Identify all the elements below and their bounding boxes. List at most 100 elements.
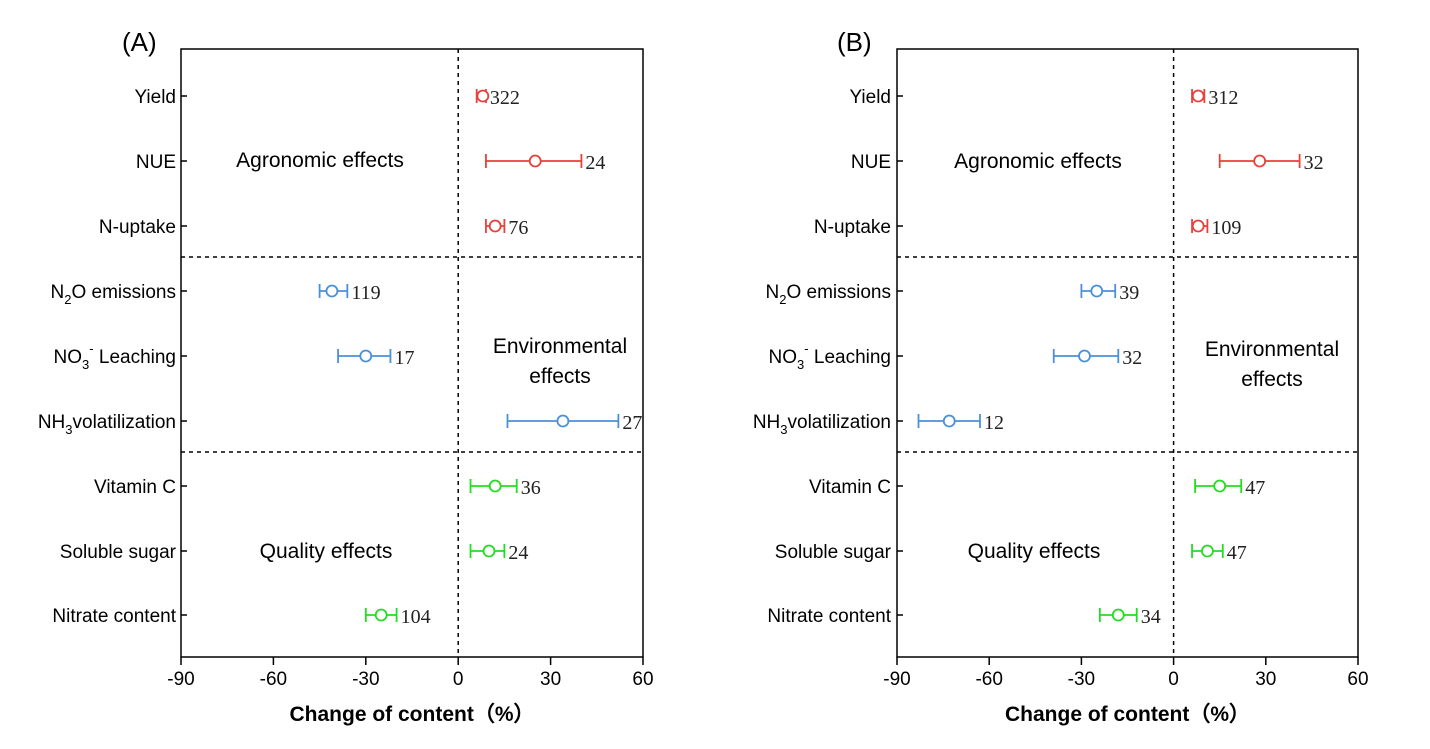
row-label: Yield: [134, 87, 176, 108]
row-label-main: NO: [769, 347, 798, 368]
sample-size-label: 17: [394, 347, 414, 369]
row-label: NO3- Leaching: [54, 341, 176, 372]
x-tick-label: 60: [632, 669, 653, 690]
mean-point: [1078, 349, 1091, 363]
panel-b: (B) -90 -60 -30 0 30 60 Change of content（%） Agr…: [753, 27, 1369, 726]
plot-frame: [180, 48, 644, 658]
mean-point: [1191, 89, 1205, 103]
row-label: NUE: [136, 152, 176, 173]
row-label-subscript: 3: [82, 357, 89, 372]
x-tick-label: 30: [540, 669, 561, 690]
sample-size-label: 24: [585, 152, 605, 174]
row-label: Vitamin C: [809, 477, 891, 498]
mean-point: [1253, 154, 1267, 168]
sample-size-label: 32: [1122, 347, 1142, 369]
row-label-main: NH: [38, 412, 65, 433]
panel-label: (A): [122, 27, 157, 57]
sample-size-label: 32: [1304, 152, 1324, 174]
mean-point: [374, 608, 388, 622]
mean-point: [488, 479, 502, 493]
mean-point: [1111, 608, 1125, 622]
x-tick-label: -30: [1068, 669, 1095, 690]
mean-point: [325, 284, 339, 298]
row-label-rest: Leaching: [94, 347, 176, 368]
row-label: N-uptake: [99, 217, 176, 238]
row-label-rest: O emissions: [71, 282, 176, 303]
row-label-subscript: 2: [64, 292, 71, 307]
sample-size-label: 24: [508, 542, 528, 564]
row-label: Yield: [849, 87, 891, 108]
row-label: N2O emissions: [766, 282, 892, 307]
group-label-line: Agronomic effects: [236, 149, 404, 172]
mean-point: [942, 414, 956, 428]
row-label-rest: volatilization: [73, 412, 177, 433]
sample-size-label: 119: [351, 282, 380, 304]
x-axis-title: Change of content（%）: [290, 702, 535, 726]
mean-point: [482, 544, 496, 558]
sample-size-label: 104: [401, 606, 431, 628]
sample-size-label: 76: [508, 217, 528, 239]
row-label-main: N: [766, 282, 780, 303]
row-label-superscript: -: [89, 341, 93, 356]
group-label: Agronomic effects: [236, 149, 404, 172]
x-tick-label: -30: [352, 669, 379, 690]
sample-size-label: 34: [1141, 606, 1161, 628]
row-label: NO3- Leaching: [769, 341, 891, 372]
x-tick-label: -90: [167, 669, 194, 690]
row-label: NH3volatilization: [753, 412, 891, 437]
row-label: N-uptake: [814, 217, 891, 238]
group-label: Environmental effects: [493, 335, 627, 388]
mean-point: [1201, 544, 1214, 558]
group-label-line: effects: [1241, 368, 1302, 391]
group-label-line: Agronomic effects: [954, 150, 1122, 173]
sample-size-label: 322: [490, 87, 520, 109]
panel-a: (A) -90 -60 -30 0 30 60 Change of content（%） Agr…: [38, 27, 654, 726]
row-label-subscript: 3: [65, 422, 72, 437]
row-label-subscript: 3: [797, 357, 804, 372]
row-label-rest: volatilization: [788, 412, 892, 433]
row-label-subscript: 2: [779, 292, 786, 307]
sample-size-label: 27: [622, 412, 642, 434]
x-tick-label: 0: [453, 669, 464, 690]
mean-point: [1090, 284, 1104, 298]
sample-size-label: 12: [984, 412, 1004, 434]
row-label: Nitrate content: [52, 606, 176, 627]
group-label: Environmental effects: [1205, 338, 1339, 391]
sample-size-label: 47: [1245, 477, 1265, 499]
x-tick-label: 30: [1255, 669, 1276, 690]
x-tick-label: 0: [1168, 669, 1179, 690]
row-label: N2O emissions: [51, 282, 177, 307]
group-label-line: Quality effects: [968, 540, 1101, 563]
row-label-rest: O emissions: [786, 282, 891, 303]
row-label: NUE: [851, 152, 891, 173]
sample-size-label: 36: [521, 477, 541, 499]
group-label-line: Quality effects: [260, 540, 393, 563]
x-tick-label: -60: [260, 669, 287, 690]
group-label-line: Environmental: [1205, 338, 1339, 361]
mean-point: [476, 89, 490, 103]
mean-point: [1191, 219, 1205, 233]
row-label: Soluble sugar: [60, 542, 177, 563]
row-label: NH3volatilization: [38, 412, 176, 437]
group-label: Quality effects: [260, 540, 393, 563]
row-label-rest: Leaching: [809, 347, 891, 368]
row-label: Nitrate content: [767, 606, 891, 627]
group-label-line: effects: [529, 365, 590, 388]
group-label: Agronomic effects: [954, 150, 1122, 173]
mean-point: [1213, 479, 1227, 493]
row-label-subscript: 3: [780, 422, 787, 437]
sample-size-label: 39: [1119, 282, 1139, 304]
row-label: Soluble sugar: [775, 542, 892, 563]
x-tick-label: -90: [883, 669, 910, 690]
row-label-main: NO: [54, 347, 83, 368]
sample-size-label: 109: [1211, 217, 1241, 239]
sample-size-label: 47: [1227, 542, 1247, 564]
x-axis-title: Change of content（%）: [1005, 702, 1250, 726]
x-tick-label: 60: [1347, 669, 1368, 690]
sample-size-label: 312: [1208, 87, 1238, 109]
panel-label: (B): [837, 27, 872, 57]
row-label: Vitamin C: [94, 477, 176, 498]
group-label: Quality effects: [968, 540, 1101, 563]
